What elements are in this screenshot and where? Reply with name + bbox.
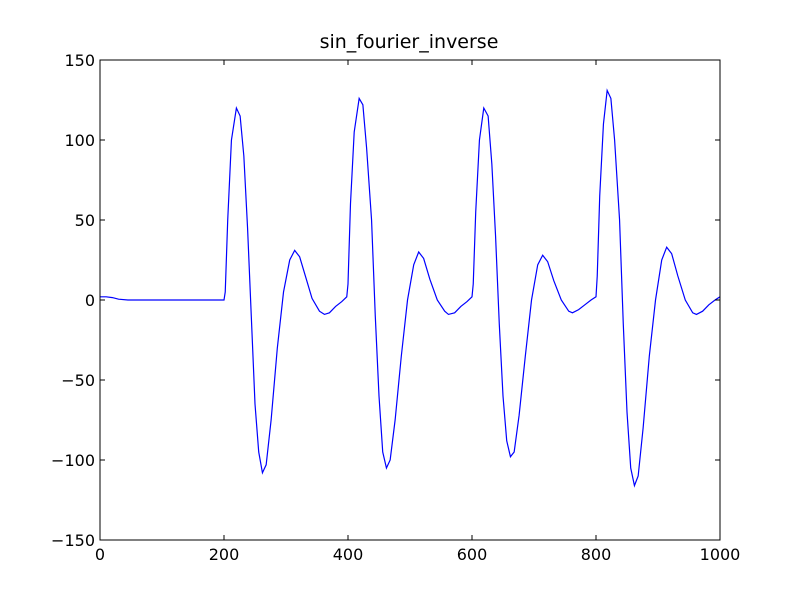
y-tick-label: −50 [61,371,95,390]
y-tick-label: 0 [85,291,95,310]
x-tick-label: 1000 [700,545,741,564]
series-line-1 [100,88,720,488]
x-tick-label: 800 [581,545,612,564]
y-tick-label: 100 [64,131,95,150]
x-tick-label: 400 [333,545,364,564]
chart-title: sin_fourier_inverse [320,31,499,53]
axis-ticks [99,59,721,541]
axis-tick-labels: 0 200 400 600 800 1000 150 100 50 0 −50 −100 −150 [51,51,740,564]
x-tick-label: 200 [209,545,240,564]
x-tick-label: 600 [457,545,488,564]
y-tick-label: 150 [64,51,95,70]
y-tick-label: −100 [51,451,95,470]
y-tick-label: 50 [75,211,95,230]
x-tick-label: 0 [95,545,105,564]
y-tick-label: −150 [51,531,95,550]
